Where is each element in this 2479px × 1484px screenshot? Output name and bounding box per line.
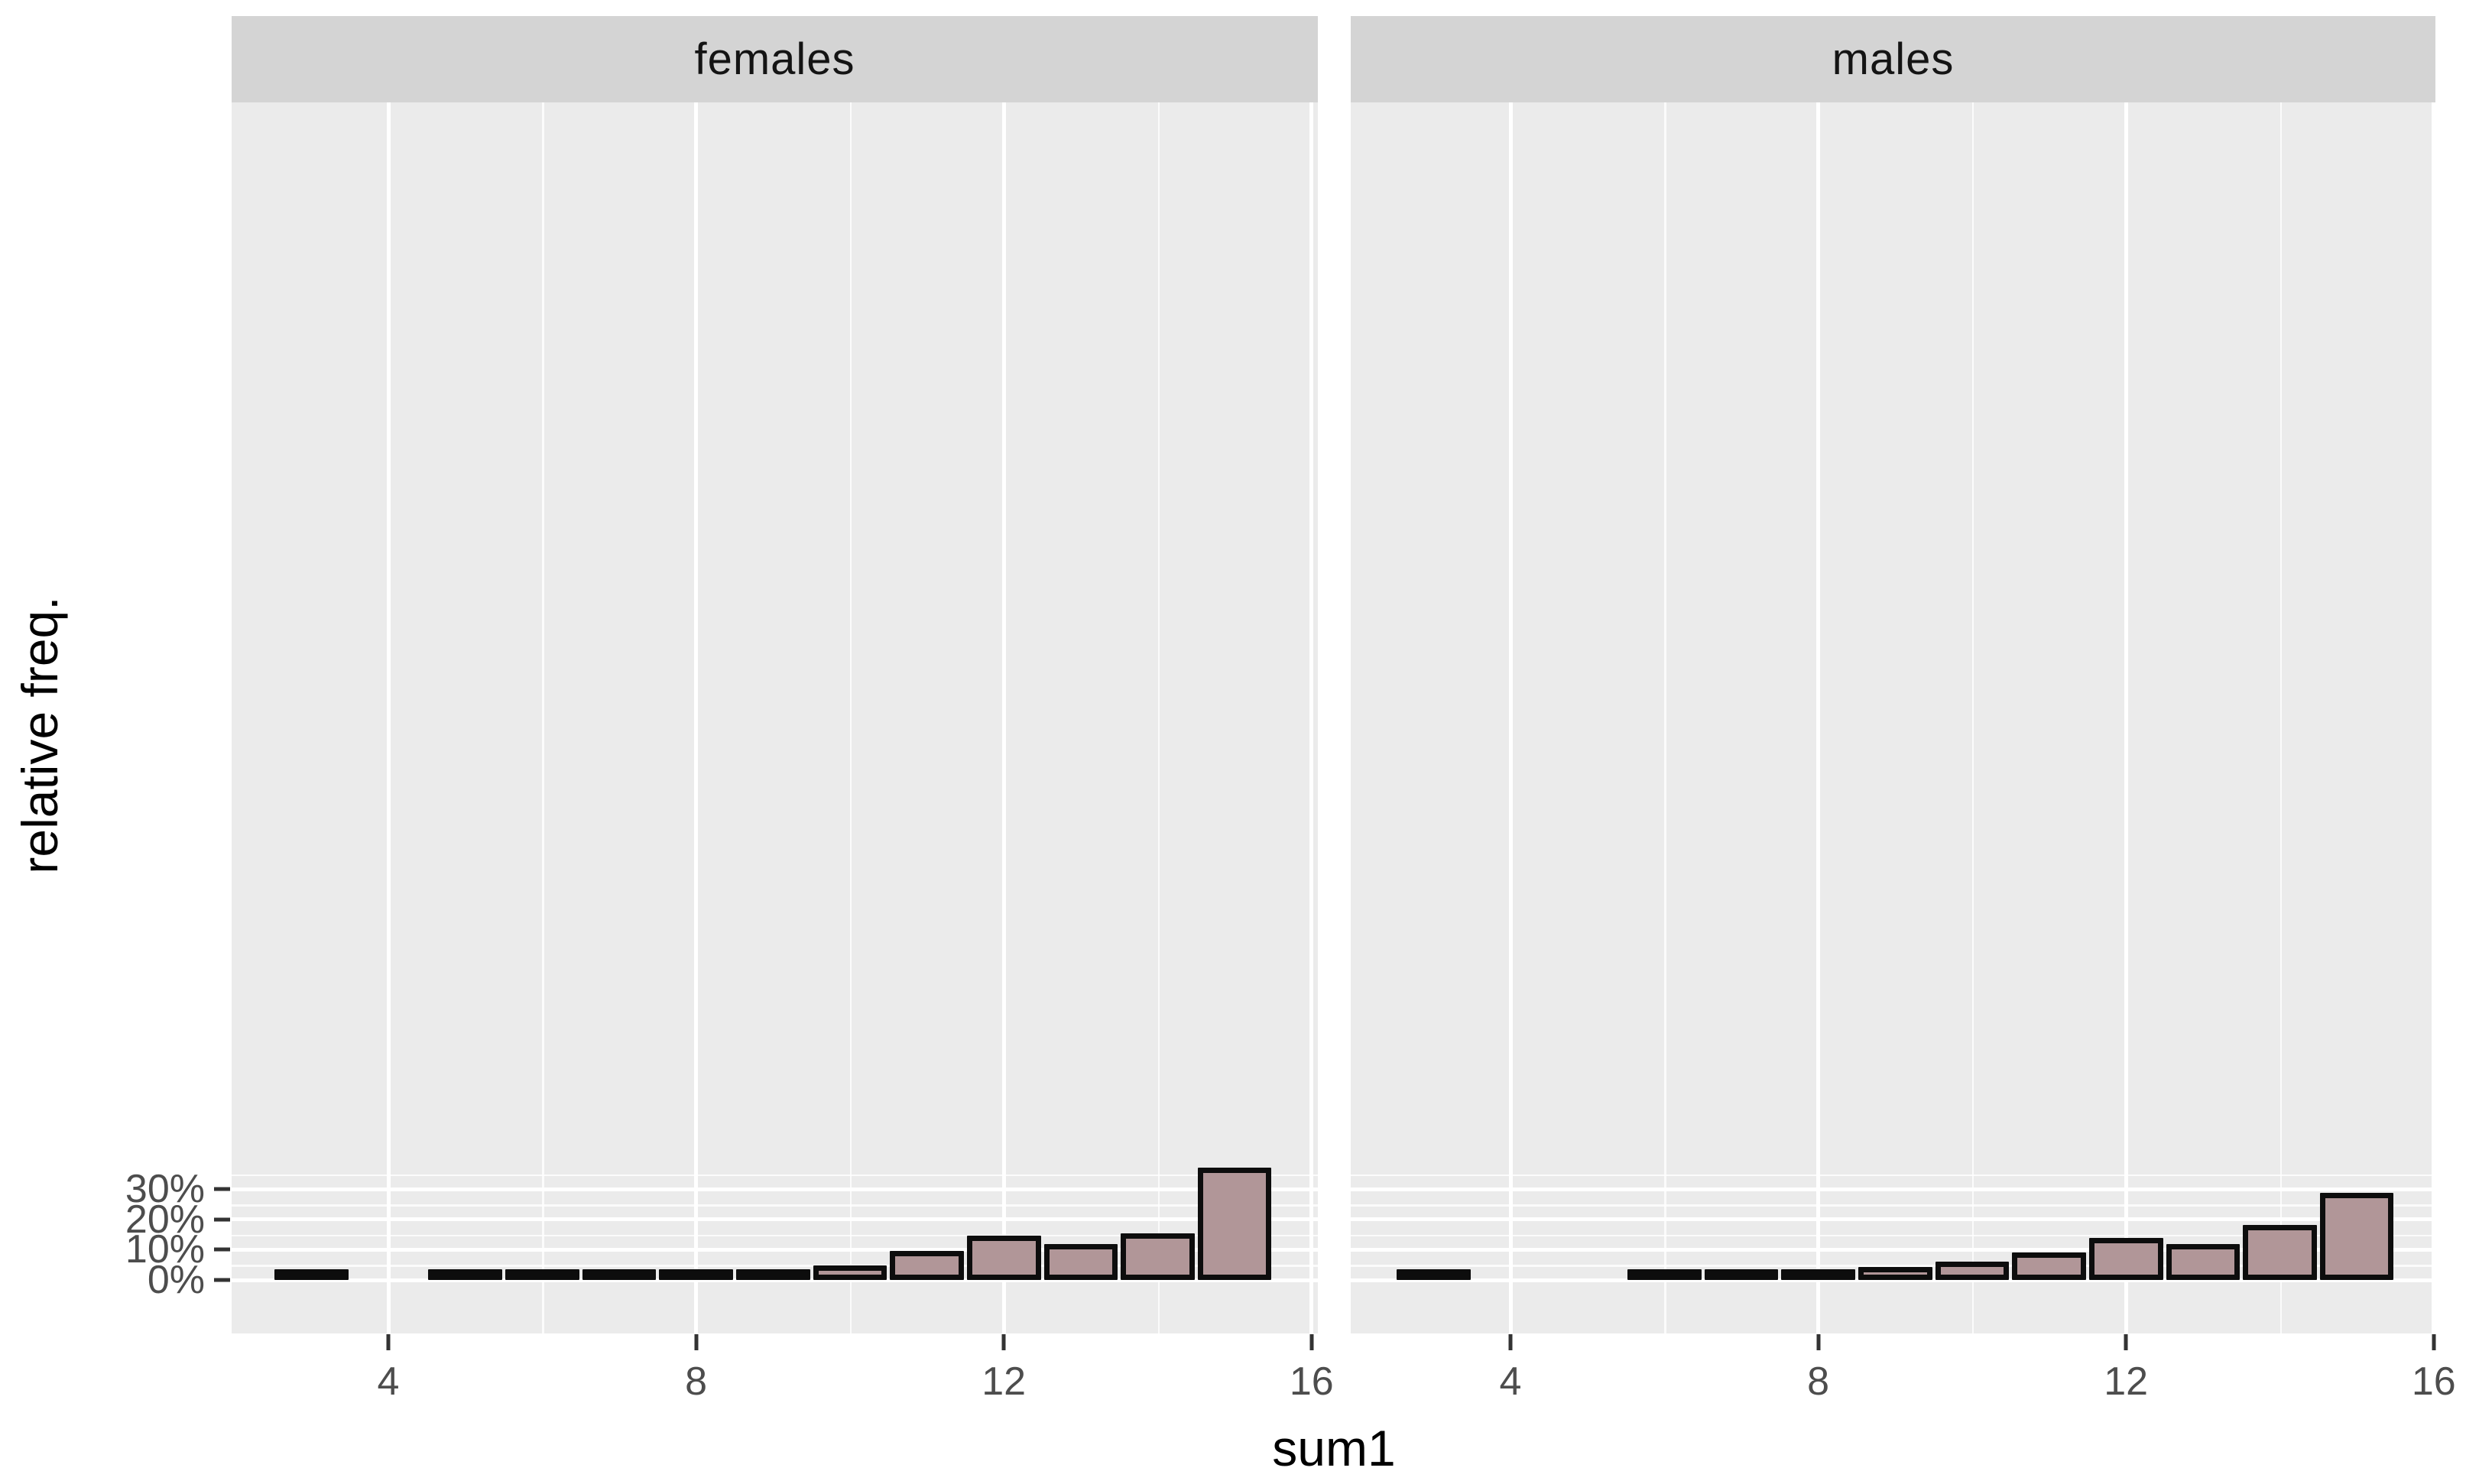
x-tick-label: 12 (982, 1359, 1027, 1404)
histogram-bar (659, 1269, 733, 1280)
gridline-major-horizontal (1351, 1187, 2435, 1191)
x-tick-label: 4 (1499, 1359, 1522, 1404)
x-axis-title: sum1 (1272, 1420, 1396, 1476)
gridline-minor-vertical (1971, 102, 1974, 1333)
x-tick-mark (2432, 1334, 2436, 1350)
x-tick-label: 8 (685, 1359, 708, 1404)
gridline-minor-horizontal (232, 1174, 1318, 1176)
gridline-major-vertical (1001, 102, 1006, 1333)
histogram-bar (890, 1251, 964, 1280)
histogram-bar (2243, 1224, 2317, 1280)
histogram-bar (1121, 1233, 1195, 1280)
y-tick-label: 0% (147, 1258, 205, 1302)
histogram-bar (505, 1269, 579, 1280)
gridline-major-vertical (1508, 102, 1513, 1333)
x-tick-mark (694, 1334, 699, 1350)
facet-strip-males: males (1351, 16, 2435, 102)
histogram-bar (2166, 1243, 2241, 1280)
y-tick-mark (214, 1278, 230, 1282)
gridline-minor-vertical (542, 102, 544, 1333)
x-tick-label: 16 (2411, 1359, 2456, 1404)
histogram-bar (1704, 1269, 1779, 1280)
gridline-major-vertical (2432, 102, 2435, 1333)
facet-strip-label: males (1832, 34, 1955, 84)
facet-strip-females: females (232, 16, 1318, 102)
y-axis-title: relative freq. (11, 596, 68, 874)
facet-strip-label: females (694, 34, 855, 84)
x-tick-mark (1816, 1334, 1821, 1350)
x-tick-mark (1508, 1334, 1513, 1350)
histogram-bar (813, 1265, 887, 1280)
y-tick-label: 10% (125, 1227, 205, 1272)
gridline-major-horizontal (1351, 1278, 2435, 1282)
histogram-bar (1043, 1243, 1118, 1280)
gridline-major-vertical (1816, 102, 1821, 1333)
x-tick-label: 12 (2104, 1359, 2149, 1404)
gridline-minor-horizontal (232, 1265, 1318, 1267)
histogram-bar (966, 1236, 1041, 1280)
gridline-minor-vertical (1157, 102, 1160, 1333)
x-tick-label: 8 (1807, 1359, 1830, 1404)
gridline-minor-vertical (1664, 102, 1666, 1333)
gridline-minor-horizontal (1351, 1174, 2435, 1176)
gridline-major-vertical (2124, 102, 2128, 1333)
histogram-bar (1627, 1269, 1702, 1280)
y-tick-mark (214, 1187, 230, 1191)
histogram-bar (1935, 1262, 2010, 1280)
gridline-minor-vertical (2279, 102, 2282, 1333)
gridline-major-horizontal (232, 1247, 1318, 1252)
y-tick-label: 20% (125, 1197, 205, 1242)
histogram-bar (1397, 1269, 1471, 1280)
histogram-bar (735, 1269, 810, 1280)
plot-panel-females (232, 102, 1318, 1333)
gridline-minor-horizontal (232, 1234, 1318, 1237)
gridline-major-vertical (694, 102, 699, 1333)
x-tick-mark (2124, 1334, 2128, 1350)
y-tick-label: 30% (125, 1167, 205, 1212)
histogram-bar (1858, 1266, 1932, 1280)
histogram-bar (2012, 1252, 2086, 1280)
histogram-bar (1781, 1269, 1855, 1280)
histogram-bar (582, 1269, 657, 1280)
gridline-minor-horizontal (1351, 1265, 2435, 1267)
x-tick-label: 4 (377, 1359, 400, 1404)
gridline-major-horizontal (232, 1217, 1318, 1222)
y-tick-mark (214, 1217, 230, 1222)
gridline-major-horizontal (232, 1187, 1318, 1191)
gridline-minor-horizontal (232, 1204, 1318, 1207)
gridline-major-vertical (386, 102, 391, 1333)
gridline-major-horizontal (1351, 1217, 2435, 1222)
x-tick-mark (386, 1334, 391, 1350)
histogram-bar (428, 1269, 502, 1280)
histogram-bar (2319, 1193, 2394, 1280)
histogram-bar (1197, 1168, 1272, 1280)
gridline-major-horizontal (232, 1278, 1318, 1282)
gridline-minor-horizontal (1351, 1204, 2435, 1207)
histogram-bar (2088, 1237, 2163, 1280)
x-tick-mark (1001, 1334, 1006, 1350)
y-tick-mark (214, 1247, 230, 1252)
gridline-minor-vertical (849, 102, 852, 1333)
gridline-major-horizontal (1351, 1247, 2435, 1252)
gridline-minor-horizontal (1351, 1234, 2435, 1237)
histogram-bar (274, 1269, 349, 1280)
plot-panel-males (1351, 102, 2435, 1333)
gridline-major-vertical (1309, 102, 1314, 1333)
x-tick-label: 16 (1289, 1359, 1334, 1404)
x-tick-mark (1309, 1334, 1314, 1350)
